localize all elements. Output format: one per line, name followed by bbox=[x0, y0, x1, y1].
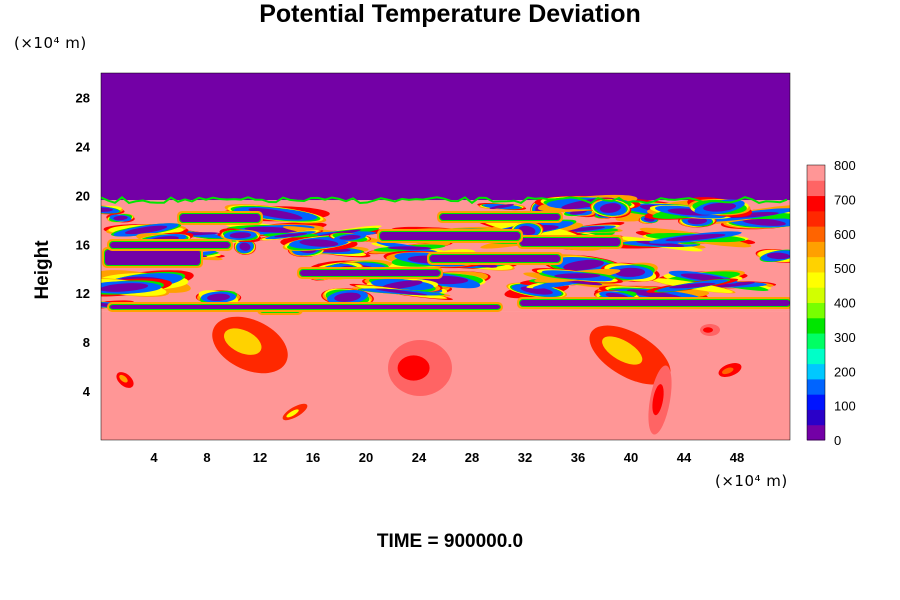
x-tick-label: 16 bbox=[306, 450, 320, 465]
plot-frame bbox=[100, 72, 791, 441]
colorbar-tick-label: 100 bbox=[834, 399, 856, 414]
warm-plume bbox=[212, 316, 288, 374]
turbulence-streak bbox=[177, 211, 263, 225]
turbulence-feature bbox=[195, 290, 242, 305]
x-tick-label: 8 bbox=[203, 450, 210, 465]
colorbar-segment bbox=[807, 333, 825, 349]
colorbar-tick-label: 400 bbox=[834, 296, 856, 311]
x-tick-label: 32 bbox=[518, 450, 532, 465]
turbulence-streak bbox=[517, 235, 623, 249]
x-tick-label: 24 bbox=[412, 450, 427, 465]
turbulence-feature bbox=[600, 262, 660, 283]
colorbar-segment bbox=[807, 241, 825, 258]
turbulence-streak bbox=[107, 239, 233, 251]
turbulence-feature bbox=[349, 283, 453, 300]
warm-plume bbox=[718, 363, 742, 377]
turbulence-streak bbox=[107, 302, 503, 312]
x-tick-label: 44 bbox=[677, 450, 692, 465]
colorbar-segment bbox=[807, 256, 825, 273]
colorbar-segment bbox=[807, 363, 825, 380]
warm-plume bbox=[700, 324, 720, 336]
colorbar-tick-label: 0 bbox=[834, 433, 841, 448]
chart-title: Potential Temperature Deviation bbox=[259, 0, 641, 28]
turbulence-feature bbox=[321, 288, 374, 307]
turbulence-feature bbox=[257, 230, 324, 241]
colorbar-segment bbox=[807, 348, 825, 365]
colorbar-segment bbox=[807, 271, 825, 288]
turbulence-streak bbox=[427, 252, 563, 265]
y-tick-label: 28 bbox=[76, 90, 90, 105]
colorbar-segment bbox=[807, 195, 825, 212]
turbulence-feature bbox=[477, 202, 527, 211]
heatmap-field bbox=[101, 73, 790, 440]
turbulence-streak bbox=[297, 267, 443, 279]
turbulence-feature bbox=[328, 232, 372, 243]
x-tick-label: 48 bbox=[730, 450, 744, 465]
warm-plume bbox=[116, 372, 134, 388]
band-boundary bbox=[101, 196, 788, 205]
turbulence-streak bbox=[517, 297, 790, 309]
x-tick-label: 28 bbox=[465, 450, 479, 465]
heatmap-region-0 bbox=[101, 73, 790, 201]
turbulence-streak bbox=[437, 211, 563, 223]
turbulence-feature bbox=[366, 241, 453, 255]
warm-plume bbox=[388, 340, 452, 396]
x-tick-label: 4 bbox=[150, 450, 158, 465]
colorbar-tick-label: 800 bbox=[834, 158, 856, 173]
time-label: TIME = 900000.0 bbox=[376, 531, 524, 552]
turbulence-feature bbox=[531, 268, 623, 284]
y-tick-label: 16 bbox=[76, 237, 90, 252]
x-tick-label: 20 bbox=[359, 450, 373, 465]
y-tick-label: 20 bbox=[76, 188, 90, 203]
colorbar-segment bbox=[807, 226, 825, 242]
y-tick-label: 8 bbox=[83, 335, 90, 350]
colorbar-segment bbox=[807, 317, 825, 334]
x-tick-label: 12 bbox=[253, 450, 267, 465]
colorbar-segment bbox=[807, 165, 825, 181]
turbulence-feature bbox=[106, 213, 135, 223]
colorbar-segment bbox=[807, 424, 825, 441]
turbulence-feature bbox=[219, 228, 262, 243]
colorbar-frame bbox=[806, 164, 826, 441]
colorbar-segment bbox=[807, 302, 825, 319]
y-axis-unit: (×10⁴ m) bbox=[14, 34, 87, 52]
y-tick-label: 4 bbox=[83, 384, 91, 399]
colorbar-tick-label: 700 bbox=[834, 192, 856, 207]
x-tick-label: 36 bbox=[571, 450, 585, 465]
turbulence-feature bbox=[646, 277, 739, 294]
colorbar-segment bbox=[807, 180, 825, 197]
colorbar-segment bbox=[807, 210, 825, 227]
warm-plume bbox=[589, 325, 671, 385]
colorbar-tick-label: 300 bbox=[834, 330, 856, 345]
turbulence-feature bbox=[101, 278, 172, 297]
colorbar-tick-label: 200 bbox=[834, 364, 856, 379]
turbulence-streak bbox=[377, 229, 523, 243]
turbulence-feature bbox=[687, 197, 752, 218]
warm-plume bbox=[282, 403, 308, 421]
colorbar-segment bbox=[807, 394, 825, 410]
y-tick-label: 24 bbox=[76, 139, 91, 154]
x-tick-label: 40 bbox=[624, 450, 638, 465]
y-tick-label: 12 bbox=[76, 286, 90, 301]
colorbar-tick-label: 500 bbox=[834, 261, 856, 276]
x-axis-unit: (×10⁴ m) bbox=[715, 472, 788, 490]
turbulence-feature bbox=[589, 198, 632, 218]
colorbar-tick-label: 600 bbox=[834, 227, 856, 242]
turbulence-feature bbox=[720, 215, 790, 230]
colorbar-segment bbox=[807, 409, 825, 426]
colorbar-segment bbox=[807, 378, 825, 395]
turbulence-feature bbox=[103, 223, 189, 237]
turbulence-feature bbox=[233, 238, 257, 255]
turbulence-streak bbox=[102, 247, 203, 268]
warm-plume bbox=[648, 365, 672, 435]
turbulence-feature bbox=[635, 227, 756, 248]
colorbar-segment bbox=[807, 287, 825, 303]
